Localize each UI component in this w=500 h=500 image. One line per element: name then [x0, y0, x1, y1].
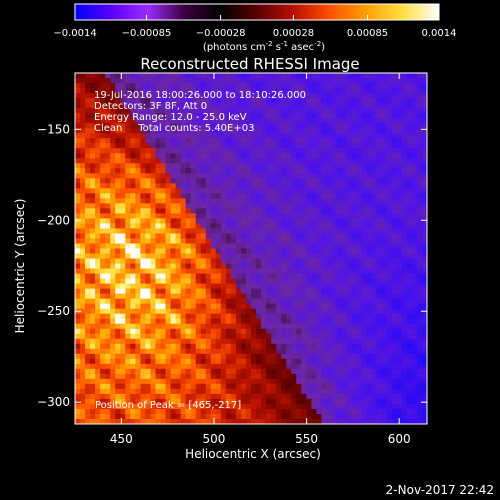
y-tick-label: −200 — [37, 213, 70, 227]
x-axis-label: Heliocentric X (arcsec) — [185, 447, 321, 461]
colorbar-tick-label: −0.0014 — [53, 28, 96, 39]
y-axis-ticks: −150 −200 −250 −300 — [37, 122, 427, 409]
y-tick-label: −250 — [37, 304, 70, 318]
annotation-energy-range: Energy Range: 12.0 - 25.0 keV — [94, 112, 247, 123]
colorbar-tick-label: −0.00085 — [122, 28, 172, 39]
heatmap-image — [75, 73, 427, 424]
colorbar — [74, 3, 440, 21]
colorbar-tick-label: 0.0014 — [422, 28, 457, 39]
footer-timestamp: 2-Nov-2017 22:42 — [386, 483, 494, 497]
annotation-time-range: 19-Jul-2016 18:00:26.000 to 18:10:26.000 — [94, 90, 306, 101]
x-tick-label: 450 — [110, 432, 133, 446]
annotation-detectors: Detectors: 3F 8F, Att 0 — [94, 101, 207, 112]
y-tick-label: −300 — [37, 395, 70, 409]
x-tick-label: 550 — [295, 432, 318, 446]
plot-frame — [74, 72, 428, 425]
x-tick-label: 500 — [202, 432, 225, 446]
colorbar-ticks: −0.0014 −0.00085 −0.00028 0.00028 0.00085 0.0… — [53, 15, 457, 39]
y-tick-label: −150 — [37, 122, 70, 136]
annotation-peak-position: Position of Peak = [465,-217] — [95, 400, 241, 411]
x-tick-label: 600 — [388, 432, 411, 446]
colorbar-tick-label: 0.00028 — [273, 28, 314, 39]
annotation-clean-counts: Clean Total counts: 5.40E+03 — [94, 123, 254, 134]
x-axis-ticks: 450 500 550 600 — [110, 73, 411, 446]
colorbar-units-label: (photons cm-2 s-1 asec-2) — [203, 40, 325, 53]
colorbar-tick-label: −0.00028 — [196, 28, 246, 39]
y-axis-label: Heliocentric Y (arcsec) — [13, 199, 27, 334]
chart-title: Reconstructed RHESSI Image — [140, 55, 359, 73]
colorbar-tick-label: 0.00085 — [347, 28, 388, 39]
